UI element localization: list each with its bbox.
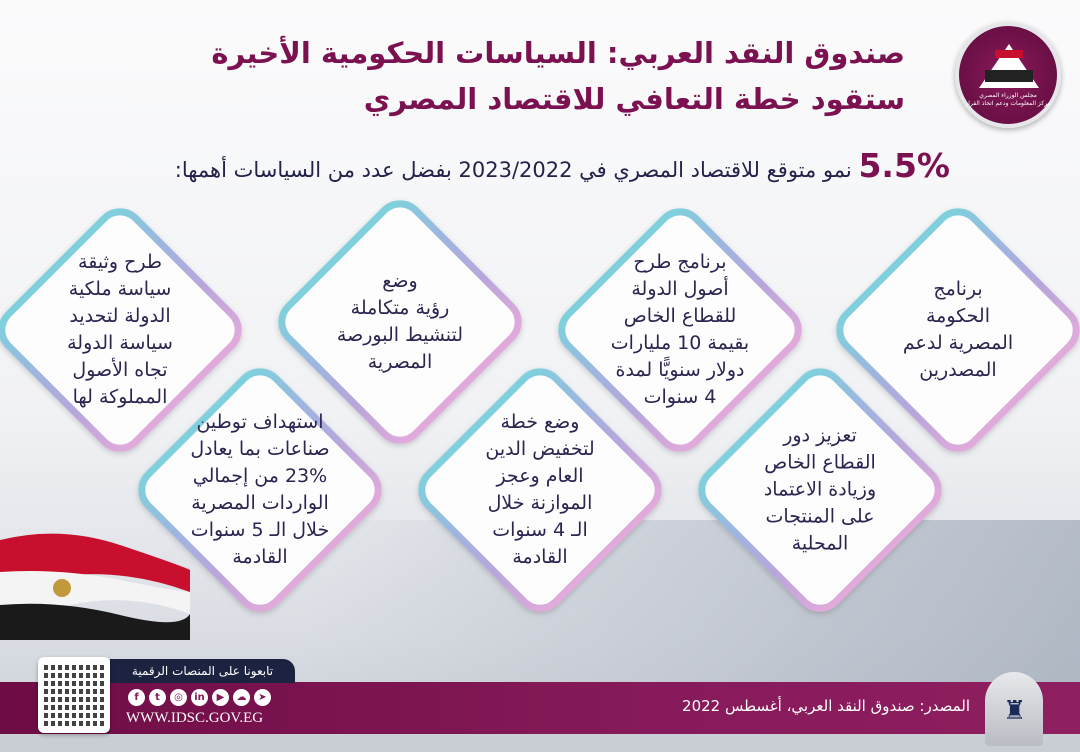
policy-line: تعزيز دور [783, 424, 857, 447]
subtitle-text: نمو متوقع للاقتصاد المصري في 2023/2022 ب… [174, 158, 852, 182]
policy-text-bottom-1: تعزيز دور القطاع الخاص وزيادة الاعتماد على … [764, 423, 876, 558]
instagram-icon[interactable]: ◎ [170, 689, 187, 706]
policy-line: المصرية لدعم [902, 332, 1014, 354]
policy-line: المملوكة لها [72, 386, 168, 408]
policy-line: رؤية متكاملة [350, 297, 450, 319]
diamond-bottom-1 [698, 368, 942, 612]
diamond-top-3 [278, 200, 522, 444]
policy-text-bottom-2: وضع خطة لتخفيض الدين العام وعجز الموازنة خل… [485, 409, 594, 571]
diamond-top-4 [0, 208, 242, 452]
policy-text-top-1: برنامج الحكومة المصرية لدعم المصدرين [903, 276, 1013, 384]
follow-label: تابعونا على المنصات الرقمية [110, 659, 295, 683]
policy-text-bottom-3: استهداف توطين صناعات بما يعادل 23% من إجما… [190, 409, 329, 571]
policy-text-top-2: برنامج طرح أصول الدولة للقطاع الخاص بقيمة 1… [611, 249, 749, 411]
egypt-flag [0, 533, 190, 640]
idsc-logo: مجلس الوزراء المصري مركز المعلومات ودعم ا… [955, 22, 1061, 128]
policy-line: لتخفيض الدين [485, 438, 595, 460]
policy-line: لتنشيط البورصة [336, 324, 464, 346]
policy-line: الحكومة [925, 305, 990, 327]
social-icons: f t ◎ in ▶ ☁ ➤ [128, 689, 271, 706]
policy-line: برنامج طرح [633, 251, 727, 273]
policy-line: طرح وثيقة [78, 251, 162, 273]
policy-line: العام وعجز [496, 465, 584, 487]
policy-line: وضع خطة [500, 411, 580, 433]
policy-line: 4 سنوات [643, 386, 717, 408]
policy-line: 23% من إجمالي [192, 465, 328, 487]
policy-line: سياسة الدولة [67, 332, 173, 354]
policy-line: المصدرين [919, 359, 997, 381]
diamond-top-1 [836, 208, 1080, 452]
policy-line: القطاع الخاص [764, 451, 876, 474]
diamond-top-2 [558, 208, 802, 452]
policy-line: الـ 4 سنوات [492, 519, 588, 541]
growth-percent: 5.5% [858, 146, 950, 185]
policy-line: القادمة [232, 546, 288, 568]
twitter-icon[interactable]: t [149, 689, 166, 706]
policy-line: للقطاع الخاص [623, 305, 737, 327]
policy-text-top-3: وضع رؤية متكاملة لتنشيط البورصة المصرية [337, 268, 463, 376]
telegram-icon[interactable]: ➤ [254, 689, 271, 706]
policy-line: وضع [382, 270, 418, 292]
policy-line: المحلية [791, 532, 849, 555]
policy-line: تجاه الأصول [72, 359, 168, 381]
eagle-emblem: ♜ [985, 672, 1043, 746]
website-link[interactable]: WWW.IDSC.GOV.EG [126, 710, 264, 726]
page-title: صندوق النقد العربي: السياسات الحكومية ال… [211, 36, 905, 116]
policy-line: المصرية [367, 351, 433, 373]
youtube-icon[interactable]: ▶ [212, 689, 229, 706]
policy-text-top-4: طرح وثيقة سياسة ملكية الدولة لتحديد سياسة ا… [67, 249, 173, 411]
policy-line: أصول الدولة [631, 278, 729, 300]
policy-line: صناعات بما يعادل [190, 438, 330, 460]
policy-line: خلال الـ 5 سنوات [190, 519, 330, 541]
policy-line: برنامج [933, 278, 983, 300]
facebook-icon[interactable]: f [128, 689, 145, 706]
policy-line: بقيمة 10 مليارات [610, 332, 750, 354]
diamond-bottom-3 [138, 368, 382, 612]
policy-line: على المنتجات [765, 505, 875, 528]
diamond-bottom-2 [418, 368, 662, 612]
policy-line: القادمة [512, 546, 568, 568]
policy-line: الدولة لتحديد [69, 305, 171, 327]
policy-line: دولار سنويًّا لمدة [615, 359, 745, 381]
background-photo [300, 520, 1080, 685]
linkedin-icon[interactable]: in [191, 689, 208, 706]
policy-line: سياسة ملكية [68, 278, 172, 300]
soundcloud-icon[interactable]: ☁ [233, 689, 250, 706]
qr-code[interactable] [38, 657, 110, 733]
policy-line: استهداف توطين [196, 411, 324, 433]
subtitle: 5.5% نمو متوقع للاقتصاد المصري في 2023/2… [175, 146, 950, 185]
policy-line: الموازنة خلال [487, 492, 593, 514]
policy-line: الواردات المصرية [191, 492, 329, 514]
source-text: المصدر: صندوق النقد العربي، أغسطس 2022 [682, 697, 970, 715]
policy-line: وزيادة الاعتماد [763, 478, 877, 501]
